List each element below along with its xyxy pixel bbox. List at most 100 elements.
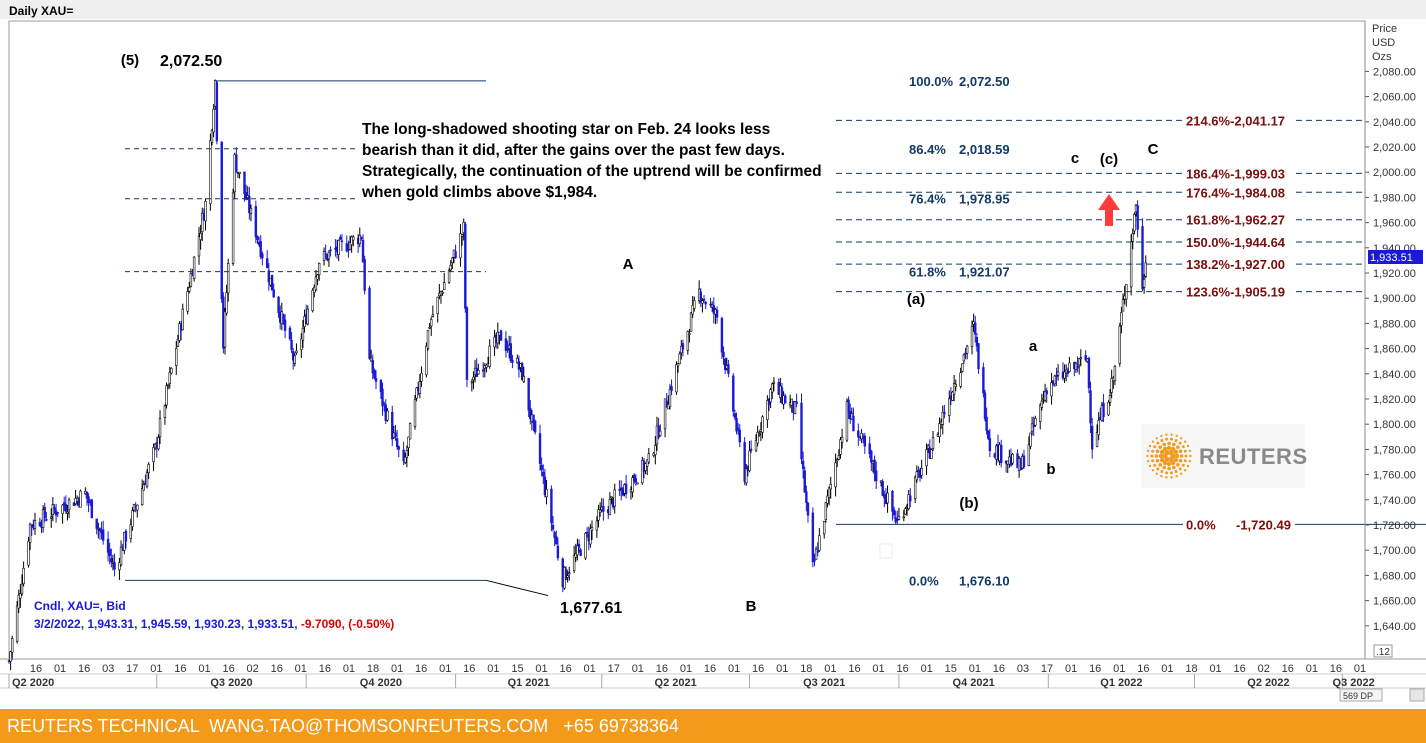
candle-body — [397, 446, 400, 450]
candle-body — [597, 509, 600, 521]
y-tick-label: 1,740.00 — [1373, 495, 1416, 507]
x-day-label: 02 — [1258, 663, 1270, 675]
extension-label-bg — [1183, 185, 1295, 200]
price-chart[interactable]: Daily XAU= 2,080.00 2,060.00 2,040.00 2,020… — [0, 0, 1426, 709]
logo-dot — [1148, 464, 1152, 468]
candle-body — [803, 470, 806, 493]
candle-body — [113, 562, 116, 570]
retracement-pct: 76.4% — [909, 192, 946, 207]
scale-label: .12 — [1376, 647, 1390, 658]
candle-body — [1030, 423, 1034, 432]
x-day-label: 16 — [30, 663, 42, 675]
candle-body — [532, 414, 535, 423]
y-tick-label: 1,760.00 — [1373, 470, 1416, 482]
scroll-right-button[interactable] — [1409, 688, 1425, 702]
x-day-label: 16 — [415, 663, 427, 675]
candle-body — [874, 470, 878, 482]
logo-dot — [1158, 453, 1164, 459]
wave-label-a: a — [1029, 338, 1038, 355]
y-tick-label: 1,900.00 — [1373, 293, 1416, 305]
x-day-label: 17 — [1041, 663, 1053, 675]
logo-dot — [1165, 437, 1169, 441]
candle-body — [868, 443, 871, 455]
candle-body — [254, 206, 258, 238]
x-day-label: 01 — [1354, 663, 1366, 675]
candle-body — [761, 416, 764, 433]
candle-body — [90, 499, 94, 519]
retracement-price: 2,072.50 — [959, 74, 1010, 89]
candle-body — [225, 292, 228, 314]
candle-body — [1022, 455, 1026, 468]
candle-body — [238, 171, 241, 174]
candle-body — [897, 515, 901, 520]
candle-body — [686, 331, 690, 351]
candle-body — [209, 140, 212, 204]
candle-body — [322, 251, 326, 261]
candle-body — [38, 521, 42, 527]
candle-body — [428, 327, 431, 329]
logo-dot — [1153, 463, 1157, 467]
logo-dot — [1188, 449, 1192, 453]
candle-body — [266, 258, 269, 268]
candle-body — [892, 509, 896, 516]
candle-body — [348, 242, 352, 250]
candle-body — [188, 287, 191, 292]
x-day-label: 16 — [752, 663, 764, 675]
candle-body — [371, 360, 374, 374]
candle-body — [509, 343, 513, 361]
logo-dot — [1173, 449, 1179, 455]
x-day-label: 16 — [222, 663, 234, 675]
candle-body — [959, 372, 962, 387]
scale-box[interactable] — [1373, 644, 1393, 658]
candle-body — [41, 509, 45, 528]
candle-body — [504, 338, 508, 351]
candle-body — [772, 381, 776, 384]
candle-body — [1076, 365, 1079, 369]
x-day-label: 15 — [945, 663, 957, 675]
candle-body — [613, 489, 616, 507]
candle-body — [793, 401, 797, 414]
candle-body — [676, 363, 680, 367]
logo-dot — [1154, 454, 1159, 458]
candle-body — [771, 383, 774, 393]
logo-dot — [1174, 469, 1178, 473]
candle-body — [1087, 357, 1091, 389]
candle-body — [197, 236, 201, 257]
wave-label-a-paren: (a) — [907, 291, 925, 308]
wave-label-C: C — [1148, 141, 1159, 158]
logo-dot — [1160, 469, 1164, 473]
candle-body — [941, 411, 944, 425]
candle-body — [391, 411, 394, 440]
retracement-pct: 61.8% — [909, 265, 946, 280]
last-bar-values: 3/2/2022, 1,943.31, 1,945.59, 1,930.23, … — [34, 617, 394, 631]
y-tick-label: 1,660.00 — [1373, 596, 1416, 608]
logo-dot — [1155, 458, 1160, 463]
extension-label-bg — [1183, 212, 1295, 227]
x-day-label: 16 — [463, 663, 475, 675]
candle-body — [827, 487, 831, 498]
candle-body — [235, 154, 238, 173]
candle-body — [496, 331, 500, 344]
low-pointer-line — [485, 579, 549, 597]
candle-body — [845, 401, 849, 441]
candle-body — [316, 274, 319, 280]
candle-body — [634, 478, 638, 483]
candle-body — [735, 417, 738, 432]
y-tick-label: 1,820.00 — [1373, 394, 1416, 406]
candle-body — [87, 496, 90, 504]
candle-body — [818, 535, 821, 551]
x-day-label: 01 — [1209, 663, 1221, 675]
zoom-box[interactable] — [1339, 688, 1383, 702]
candle-body — [415, 387, 418, 399]
y-tick-label: 1,860.00 — [1373, 344, 1416, 356]
candle-body — [1084, 355, 1087, 361]
candle-body — [163, 405, 167, 418]
logo-dot — [1183, 440, 1187, 443]
candle-body — [633, 474, 636, 482]
candle-body — [327, 251, 331, 260]
candle-body — [1032, 424, 1035, 428]
candle-body — [1118, 325, 1121, 364]
y-tick-label: 1,880.00 — [1373, 318, 1416, 330]
candle-body — [584, 532, 587, 559]
candle-body — [379, 379, 383, 392]
